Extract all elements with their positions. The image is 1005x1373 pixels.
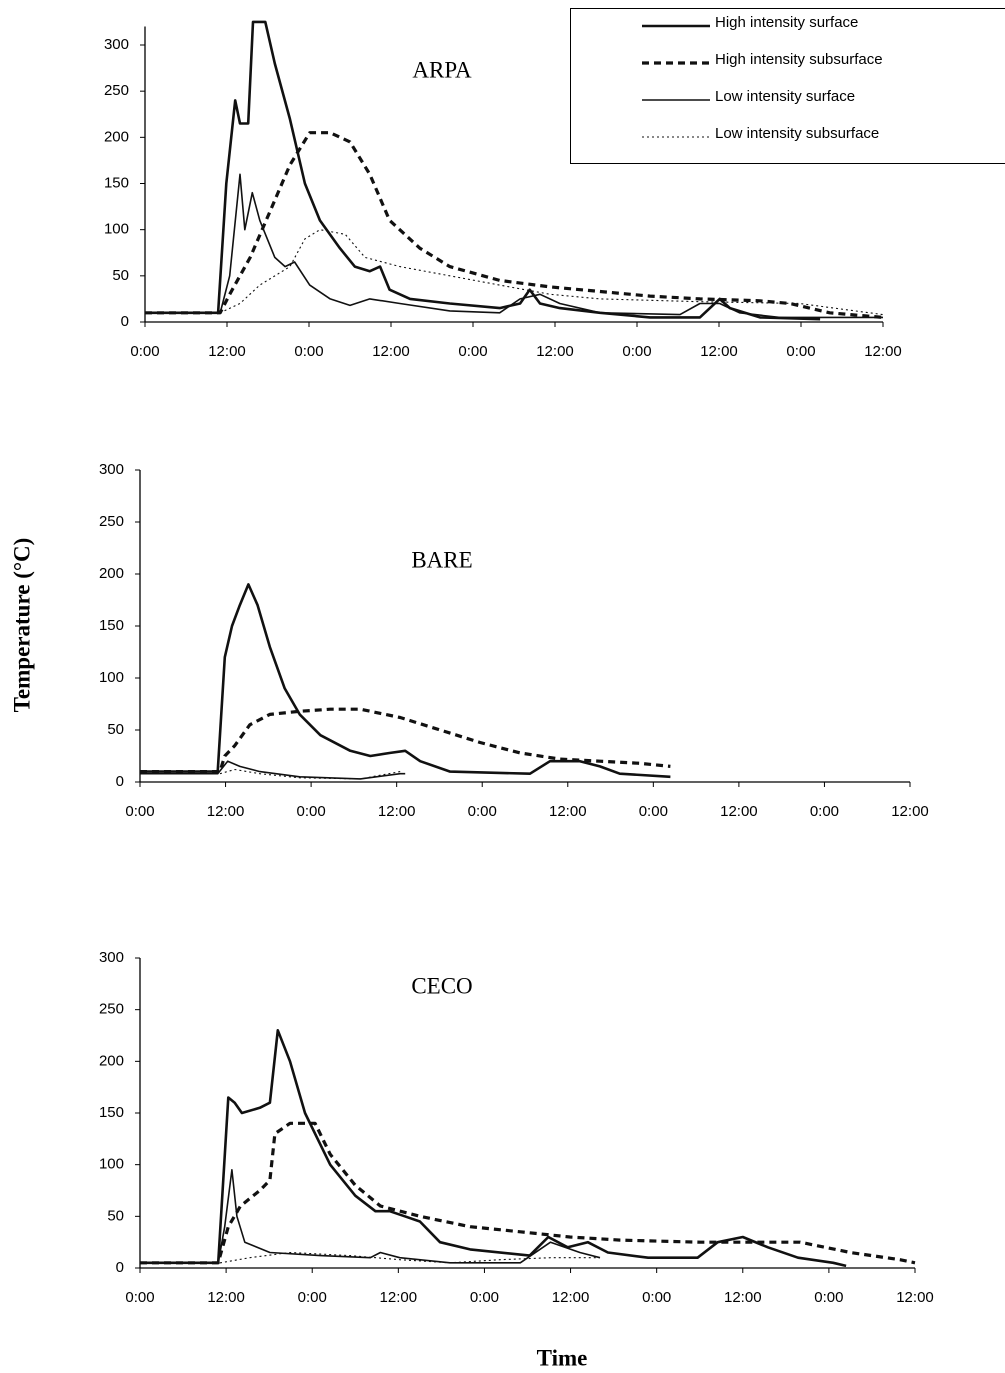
x-tick-label: 12:00 [891,803,929,820]
chart-title: ARPA [412,57,472,82]
x-tick-label: 0:00 [786,343,815,360]
y-tick-label: 50 [107,721,124,738]
x-tick-label: 0:00 [642,1289,671,1306]
x-tick-label: 12:00 [724,1289,762,1306]
x-axis-label: Time [537,1345,588,1370]
legend-box [570,8,1005,164]
x-tick-label: 12:00 [552,1289,590,1306]
x-tick-label: 0:00 [810,803,839,820]
x-tick-label: 12:00 [207,803,245,820]
series-line [140,760,406,780]
x-tick-label: 12:00 [896,1289,934,1306]
x-tick-label: 0:00 [470,1289,499,1306]
series-line [140,583,671,779]
series-line [140,768,401,780]
x-tick-label: 0:00 [125,1289,154,1306]
y-tick-label: 250 [99,1001,124,1018]
x-tick-label: 0:00 [125,803,154,820]
y-tick-label: 200 [99,565,124,582]
series-line [145,20,821,321]
x-tick-label: 12:00 [208,343,246,360]
series-line [140,1169,601,1264]
y-tick-label: 300 [99,949,124,966]
y-tick-label: 100 [99,1156,124,1173]
y-tick-label: 150 [104,174,129,191]
series-line [140,707,671,774]
x-tick-label: 0:00 [297,803,326,820]
legend-label: Low intensity subsurface [715,125,879,142]
x-tick-label: 12:00 [536,343,574,360]
y-tick-label: 250 [104,82,129,99]
x-tick-label: 12:00 [549,803,587,820]
x-tick-label: 0:00 [294,343,323,360]
series-line [145,229,884,316]
x-tick-label: 0:00 [130,343,159,360]
series-line [140,1251,600,1264]
y-tick-label: 150 [99,1104,124,1121]
series-line [140,1029,847,1268]
y-tick-label: 200 [104,128,129,145]
y-tick-label: 150 [99,617,124,634]
x-tick-label: 0:00 [458,343,487,360]
y-axis-label: Temperature (°C) [9,538,34,713]
series-line [145,173,883,319]
x-tick-label: 12:00 [700,343,738,360]
y-tick-label: 0 [116,1259,124,1276]
chart-title: BARE [411,547,472,572]
x-tick-label: 0:00 [639,803,668,820]
y-tick-label: 100 [104,221,129,238]
y-tick-label: 250 [99,513,124,530]
y-tick-label: 0 [116,773,124,790]
y-tick-label: 50 [112,267,129,284]
x-tick-label: 12:00 [864,343,902,360]
x-tick-label: 0:00 [622,343,651,360]
x-tick-label: 12:00 [720,803,758,820]
legend-label: Low intensity surface [715,88,855,105]
y-tick-label: 300 [99,461,124,478]
legend-label: High intensity surface [715,14,858,31]
x-tick-label: 0:00 [814,1289,843,1306]
x-tick-label: 12:00 [207,1289,245,1306]
y-tick-label: 100 [99,669,124,686]
series-line [140,1121,916,1265]
x-tick-label: 0:00 [468,803,497,820]
y-tick-label: 0 [121,313,129,330]
y-tick-label: 50 [107,1207,124,1224]
x-tick-label: 0:00 [298,1289,327,1306]
y-tick-label: 200 [99,1052,124,1069]
x-tick-label: 12:00 [380,1289,418,1306]
x-tick-label: 12:00 [372,343,410,360]
y-tick-label: 300 [104,36,129,53]
legend-label: High intensity subsurface [715,51,883,68]
chart-title: CECO [411,973,472,998]
x-tick-label: 12:00 [378,803,416,820]
